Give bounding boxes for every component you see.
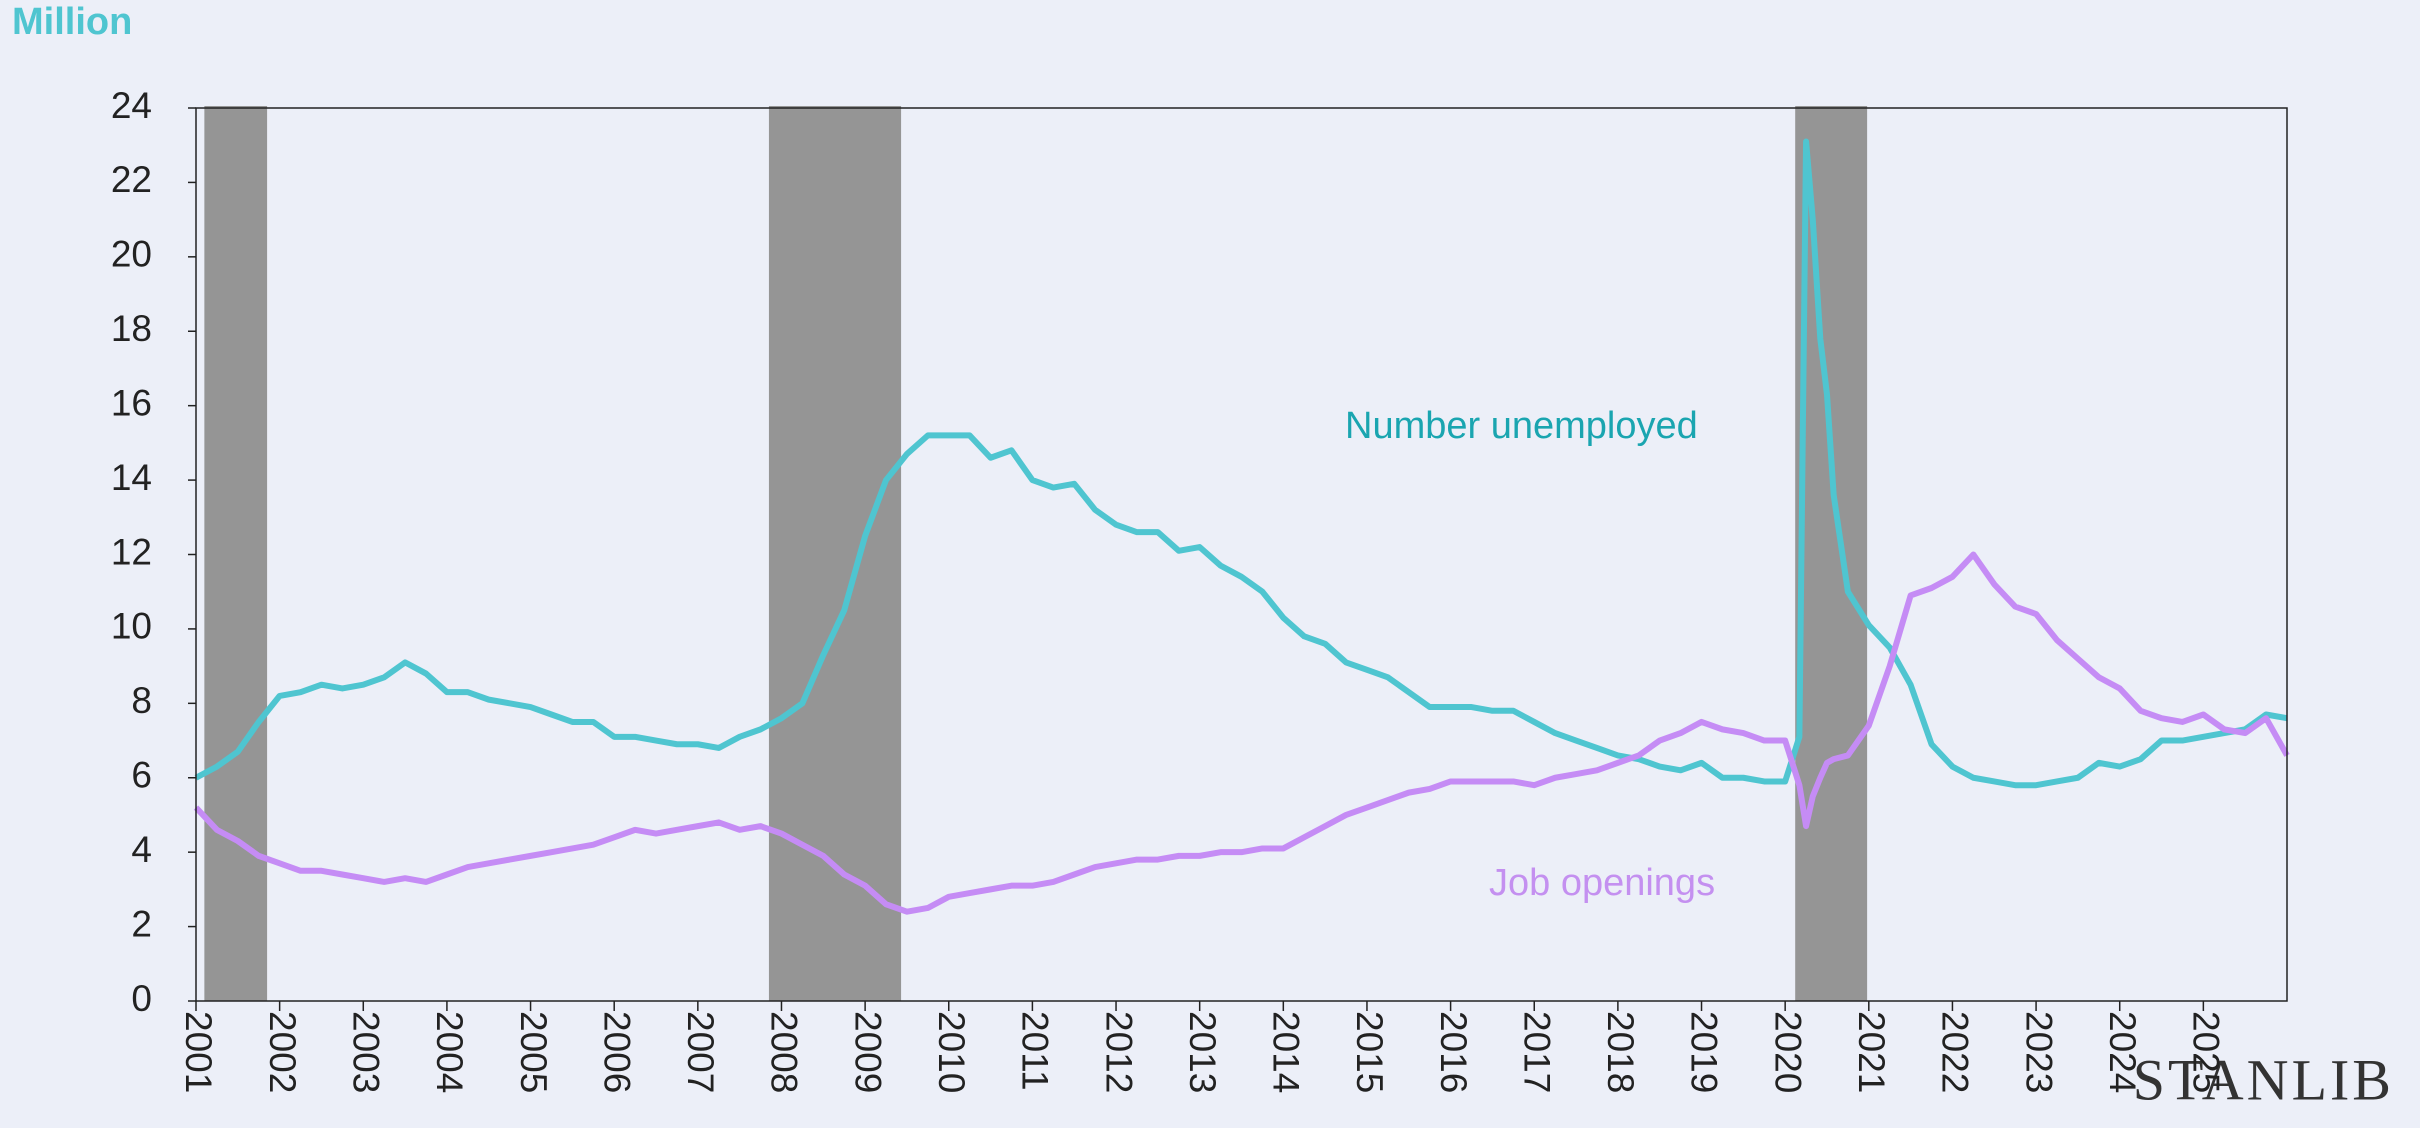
logo: STANLIB	[2133, 1047, 2394, 1112]
plot-frame	[195, 107, 2288, 1002]
y-tick-label: 14	[111, 457, 152, 498]
x-tick-label: 2023	[2018, 1011, 2059, 1093]
y-tick-label: 8	[131, 680, 152, 721]
y-tick-label: 12	[111, 531, 152, 572]
x-tick-label: 2016	[1433, 1011, 1474, 1093]
x-tick-label: 2008	[764, 1011, 805, 1093]
x-tick-label: 2011	[1015, 1011, 1056, 1091]
x-tick-label: 2022	[1935, 1011, 1976, 1093]
y-tick-label: 10	[111, 606, 152, 647]
x-tick-label: 2003	[345, 1011, 386, 1093]
x-tick-label: 2015	[1349, 1011, 1390, 1093]
x-tick-label: 2009	[847, 1011, 888, 1093]
x-tick-label: 2018	[1600, 1011, 1641, 1093]
x-tick-label: 2012	[1098, 1011, 1139, 1093]
y-tick-label: 24	[111, 85, 152, 126]
series-line	[193, 551, 2290, 915]
y-tick-label: 0	[131, 978, 152, 1019]
x-tick-label: 2019	[1684, 1011, 1725, 1093]
x-tick-label: 2013	[1182, 1011, 1223, 1093]
x-tick-label: 2017	[1516, 1011, 1557, 1093]
y-tick-label: 2	[131, 903, 152, 944]
y-tick-label: 16	[111, 382, 152, 423]
x-tick-label: 2006	[596, 1011, 637, 1093]
series-label: Number unemployed	[1345, 405, 1698, 447]
y-axis-label: Million	[12, 1, 132, 43]
series-line	[194, 138, 2288, 789]
series-label: Job openings	[1489, 862, 1715, 904]
x-tick-label: 2005	[513, 1011, 554, 1093]
x-tick-label: 2021	[1851, 1011, 1892, 1093]
x-tick-label: 2020	[1767, 1011, 1808, 1093]
y-tick-label: 4	[131, 829, 152, 870]
x-tick-label: 2024	[2102, 1011, 2143, 1093]
y-tick-label: 22	[111, 159, 152, 200]
x-tick-label: 2001	[178, 1011, 219, 1093]
recession-band	[204, 106, 268, 1001]
y-tick-label: 6	[131, 755, 152, 796]
x-tick-label: 2004	[429, 1011, 470, 1093]
x-tick-label: 2007	[680, 1011, 721, 1093]
x-tick-label: 2010	[931, 1011, 972, 1093]
x-tick-label: 2002	[262, 1011, 303, 1093]
y-tick-label: 20	[111, 234, 152, 275]
x-tick-label: 2014	[1266, 1011, 1307, 1093]
recession-band	[768, 106, 902, 1001]
x-tick-label: 2025	[2186, 1011, 2227, 1093]
y-tick-label: 18	[111, 308, 152, 349]
